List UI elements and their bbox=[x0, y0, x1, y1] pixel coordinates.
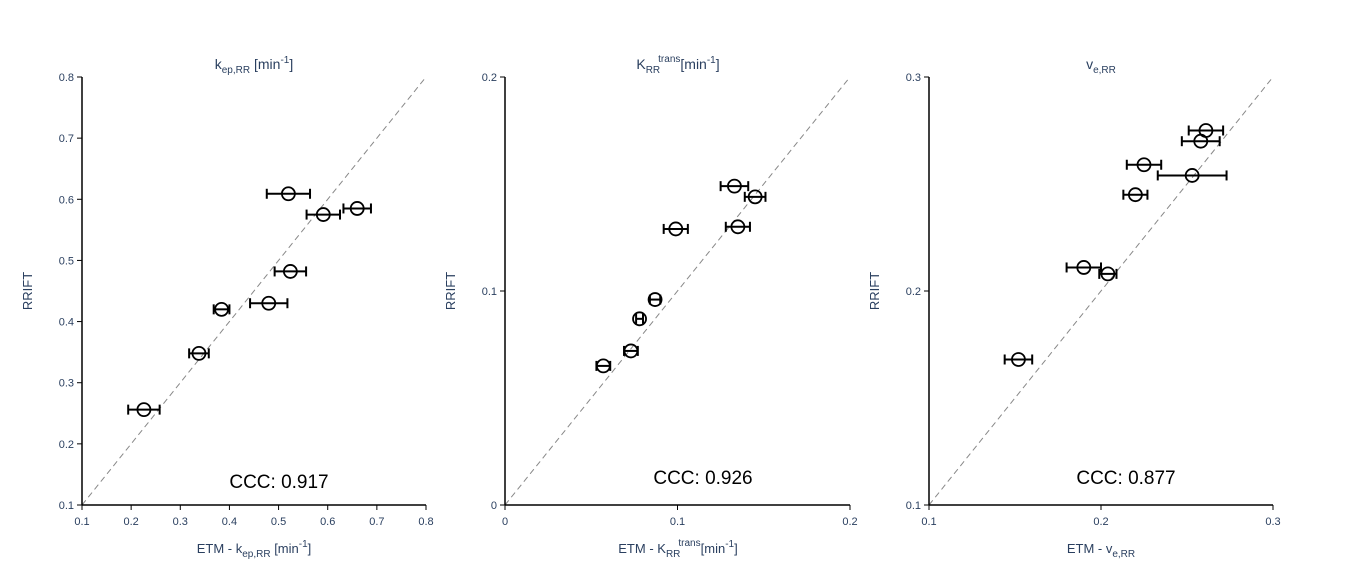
point-marker bbox=[136, 402, 152, 418]
ccc-annotation: CCC: 0.877 bbox=[1076, 468, 1175, 489]
identity-line bbox=[504, 76, 851, 506]
x-tick-label: 0.2 bbox=[842, 516, 857, 528]
data-point bbox=[127, 402, 161, 418]
point-marker bbox=[349, 201, 365, 216]
point-marker bbox=[1128, 187, 1143, 203]
point-marker bbox=[747, 189, 763, 205]
point-marker bbox=[191, 345, 207, 361]
ccc-annotation: CCC: 0.917 bbox=[229, 472, 328, 493]
point-marker bbox=[595, 358, 611, 374]
x-tick-label: 0.8 bbox=[418, 516, 433, 528]
data-point bbox=[1156, 168, 1228, 183]
y-tick-label: 0.2 bbox=[906, 286, 921, 298]
point-marker bbox=[1136, 157, 1152, 173]
x-tick-label: 0.3 bbox=[1265, 516, 1280, 528]
data-point bbox=[647, 292, 663, 307]
y-tick-label: 0.8 bbox=[59, 72, 74, 84]
y-tick-label: 0.4 bbox=[59, 317, 74, 329]
point-marker bbox=[647, 292, 663, 307]
y-axis-title: RRIFT bbox=[20, 272, 35, 310]
panel-title: kep,RR [min-1] bbox=[215, 55, 294, 76]
data-point bbox=[1098, 266, 1118, 282]
x-axis-title: ETM - KRRtrans[min-1] bbox=[618, 538, 737, 560]
point-marker bbox=[623, 343, 639, 359]
y-tick-label: 0.1 bbox=[59, 500, 74, 512]
data-point bbox=[1125, 157, 1163, 173]
point-marker bbox=[214, 301, 229, 317]
point-marker bbox=[1100, 266, 1116, 282]
y-axis-title: RRIFT bbox=[443, 272, 458, 310]
identity-line bbox=[928, 76, 1274, 506]
data-point bbox=[1187, 123, 1225, 138]
data-point bbox=[662, 221, 689, 237]
data-point bbox=[743, 189, 767, 205]
point-marker bbox=[282, 264, 298, 279]
point-marker bbox=[315, 207, 331, 222]
panel-2: 0 0.1 0.2 0 0.1 0.2 KRRtrans[min-1] ETM - KRRtr… bbox=[443, 54, 858, 560]
point-marker bbox=[1184, 168, 1200, 183]
panel-title: KRRtrans[min-1] bbox=[636, 54, 719, 76]
y-tick-label: 0.1 bbox=[906, 500, 921, 512]
data-point bbox=[265, 186, 312, 202]
identity-line bbox=[81, 76, 427, 506]
x-axis-title: ETM - ve,RR bbox=[1067, 541, 1135, 560]
x-tick-label: 0.1 bbox=[670, 516, 685, 528]
data-point bbox=[724, 219, 751, 235]
data-point bbox=[632, 311, 647, 327]
data-point bbox=[342, 201, 372, 216]
data-point bbox=[1003, 352, 1034, 367]
y-tick-label: 0.3 bbox=[59, 378, 74, 390]
y-tick-label: 0.5 bbox=[59, 255, 74, 267]
x-tick-label: 0.6 bbox=[320, 516, 335, 528]
point-marker bbox=[727, 178, 742, 194]
x-tick-label: 0 bbox=[502, 516, 508, 528]
x-tick-label: 0.5 bbox=[271, 516, 286, 528]
point-marker bbox=[730, 219, 746, 235]
x-tick-label: 0.3 bbox=[173, 516, 188, 528]
data-point bbox=[1065, 260, 1102, 275]
x-tick-label: 0.2 bbox=[123, 516, 138, 528]
y-axis-title: RRIFT bbox=[867, 272, 882, 310]
panel-1: 0.1 0.2 0.3 0.4 0.5 0.6 0.7 0.8 0.1 0.2 0.3 0.4 0.5 0… bbox=[20, 55, 434, 560]
point-marker bbox=[1198, 123, 1214, 138]
y-tick-label: 0.2 bbox=[59, 439, 74, 451]
panel-3: 0.1 0.2 0.3 0.1 0.2 0.3 ve,RR ETM - ve,RR RRIFT C… bbox=[867, 56, 1281, 560]
y-tick-label: 0 bbox=[491, 500, 497, 512]
x-tick-label: 0.4 bbox=[222, 516, 237, 528]
data-point bbox=[1180, 133, 1221, 149]
x-tick-label: 0.2 bbox=[1093, 516, 1108, 528]
point-marker bbox=[1076, 260, 1092, 275]
data-point bbox=[305, 207, 341, 222]
x-axis-title: ETM - kep,RR [min-1] bbox=[197, 539, 312, 560]
point-marker bbox=[261, 295, 277, 311]
x-tick-label: 0.1 bbox=[74, 516, 89, 528]
data-point bbox=[188, 345, 210, 361]
y-tick-label: 0.3 bbox=[906, 72, 921, 84]
x-tick-label: 0.7 bbox=[369, 516, 384, 528]
point-marker bbox=[668, 221, 684, 237]
data-point bbox=[273, 264, 308, 279]
x-tick-label: 0.1 bbox=[921, 516, 936, 528]
point-marker bbox=[632, 311, 647, 327]
y-tick-label: 0.6 bbox=[59, 194, 74, 206]
data-point bbox=[212, 301, 231, 317]
point-marker bbox=[280, 186, 296, 202]
data-point bbox=[249, 295, 289, 311]
y-tick-label: 0.1 bbox=[482, 286, 497, 298]
y-tick-label: 0.2 bbox=[482, 72, 497, 84]
data-point bbox=[719, 178, 750, 194]
point-marker bbox=[1011, 352, 1026, 367]
panel-title: ve,RR bbox=[1086, 56, 1116, 76]
data-point bbox=[595, 358, 612, 374]
data-point bbox=[623, 343, 639, 359]
data-point bbox=[1122, 187, 1149, 203]
y-tick-label: 0.7 bbox=[59, 133, 74, 145]
ccc-annotation: CCC: 0.926 bbox=[653, 468, 752, 489]
